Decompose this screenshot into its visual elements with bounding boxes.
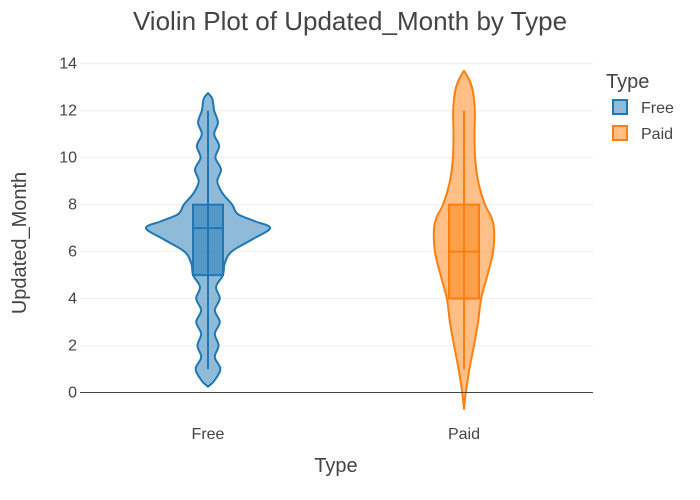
y-tick-label: 6 [68, 244, 77, 261]
legend-label: Free [641, 100, 674, 117]
x-axis-title: Type [314, 455, 357, 477]
y-tick-label: 2 [68, 338, 77, 355]
violin-layer [145, 69, 496, 410]
y-tick-label: 12 [59, 103, 77, 120]
violin-paid [432, 69, 496, 410]
y-axis-title: Updated_Month [9, 172, 31, 314]
chart-title: Violin Plot of Updated_Month by Type [133, 6, 567, 36]
legend-swatch [612, 99, 628, 115]
violin-free [145, 92, 271, 388]
legend-title: Type [606, 71, 649, 93]
y-tick-label: 0 [68, 385, 77, 402]
x-tick-label: Free [192, 426, 225, 443]
y-tick-label: 4 [68, 291, 77, 308]
legend-item-paid: Paid [612, 125, 673, 143]
x-tick-label: Paid [448, 426, 480, 443]
axis-layer: 0 2 4 6 8 10 12 14 Free Paid [59, 56, 593, 443]
legend-items: Free Paid [612, 99, 674, 143]
y-tick-label: 10 [59, 150, 77, 167]
y-tick-label: 14 [59, 56, 77, 73]
legend: Type Free Paid [606, 71, 674, 143]
y-tick-label: 8 [68, 197, 77, 214]
legend-label: Paid [641, 126, 673, 143]
violin-box [192, 203, 224, 277]
legend-swatch [612, 125, 628, 141]
grid-layer [80, 63, 593, 347]
legend-item-free: Free [612, 99, 674, 117]
